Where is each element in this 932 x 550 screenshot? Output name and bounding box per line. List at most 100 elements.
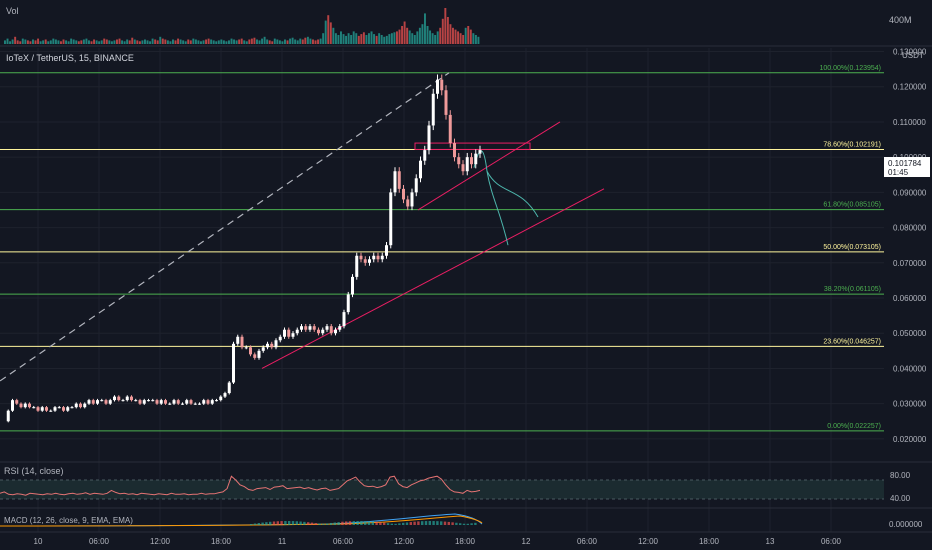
candle-body xyxy=(168,403,172,405)
candle-body xyxy=(478,150,482,154)
projection-path-side[interactable] xyxy=(486,171,539,218)
candle-body xyxy=(291,333,295,337)
volume-bar xyxy=(396,31,398,44)
volume-bar xyxy=(110,41,113,44)
candle-body xyxy=(185,400,189,404)
macd-hist-bar xyxy=(307,522,310,525)
volume-bar xyxy=(459,33,462,44)
volume-bar xyxy=(174,40,177,44)
candle-body xyxy=(6,410,10,422)
candle-body xyxy=(300,326,303,330)
fib-level-label: 0.00%(0.022257) xyxy=(827,423,881,430)
macd-hist-bar xyxy=(451,522,454,525)
target-rectangle[interactable] xyxy=(414,142,531,150)
macd-hist-bar xyxy=(322,523,325,525)
lower-trendline[interactable] xyxy=(261,188,605,369)
price-tick-label: 0.130000 xyxy=(893,48,927,57)
macd-hist-bar xyxy=(280,521,283,525)
candle-body xyxy=(325,326,329,330)
volume-bar xyxy=(362,32,365,44)
price-pane[interactable]: IoTeX / TetherUS, 15, BINANCE USDT 100.0… xyxy=(0,48,930,532)
volume-bar xyxy=(444,8,447,44)
volume-bar xyxy=(268,40,271,44)
macd-hist-bar xyxy=(383,522,386,525)
time-axis[interactable]: 10 06:00 12:00 18:00 11 06:00 12:00 18:00 12 06:0… xyxy=(34,537,842,546)
macd-hist-bar xyxy=(394,523,397,525)
candle-body xyxy=(410,192,414,207)
volume-bar xyxy=(154,39,157,44)
candle-body xyxy=(91,400,95,404)
volume-bar xyxy=(60,41,62,44)
volume-bar xyxy=(100,40,103,44)
volume-bar xyxy=(258,40,261,44)
candle-body xyxy=(57,407,61,409)
candle-body xyxy=(198,403,201,405)
candle-body xyxy=(23,403,27,408)
candle-body xyxy=(414,178,418,193)
macd-pane[interactable]: MACD (12, 26, close, 9, EMA, EMA) 0.0000… xyxy=(0,513,923,529)
candlesticks xyxy=(6,74,482,423)
volume-bar xyxy=(322,33,325,44)
candle-body xyxy=(342,312,346,327)
macd-hist-bar xyxy=(413,521,416,525)
time-tick-label: 13 xyxy=(766,537,775,546)
candle-body xyxy=(355,255,359,277)
candle-body xyxy=(219,396,223,401)
volume-bar xyxy=(418,27,421,44)
volume-bar xyxy=(194,39,197,44)
rsi-tick-40: 40.00 xyxy=(890,494,911,503)
volume-bar xyxy=(21,38,24,44)
candle-body xyxy=(232,343,235,383)
candle-body xyxy=(96,400,99,404)
volume-bar xyxy=(243,40,246,44)
macd-hist-bar xyxy=(272,521,276,525)
fib-trend-dashed-line[interactable] xyxy=(0,72,450,382)
volume-bar xyxy=(360,34,363,44)
volume-bar xyxy=(128,40,131,44)
volume-bar xyxy=(47,41,50,44)
volume-bar xyxy=(90,41,93,44)
time-tick-label: 12:00 xyxy=(150,537,171,546)
candle-body xyxy=(53,407,57,411)
candle-body xyxy=(274,340,278,348)
time-tick-label: 12 xyxy=(522,537,531,546)
volume-bar xyxy=(187,39,190,44)
volume-bar xyxy=(228,40,230,44)
volume-bar xyxy=(314,40,317,44)
macd-hist-bar xyxy=(371,521,374,525)
time-tick-label: 10 xyxy=(34,537,43,546)
price-axis[interactable]: 0.1300000.1200000.1100000.1000000.090000… xyxy=(893,48,927,444)
candle-body xyxy=(147,400,150,402)
volume-bar xyxy=(317,39,320,44)
volume-bar xyxy=(169,41,172,44)
candle-body xyxy=(181,403,184,405)
fibonacci-retracement[interactable]: 100.00%(0.123954) 78.60%(0.102191) 61.80%(… xyxy=(0,65,884,432)
volume-bar xyxy=(378,33,381,44)
macd-hist-bar xyxy=(409,522,412,525)
upper-trendline[interactable] xyxy=(417,121,561,211)
volume-bar xyxy=(57,40,60,44)
volume-bar xyxy=(105,39,108,44)
volume-bar xyxy=(296,40,299,44)
currency-label: USDT xyxy=(902,51,924,60)
candle-body xyxy=(49,410,53,412)
candle-body xyxy=(474,153,478,165)
macd-hist-bar xyxy=(379,522,382,525)
candle-body xyxy=(363,259,367,263)
drawing-tools[interactable] xyxy=(0,72,605,382)
candle-body xyxy=(359,255,363,260)
macd-hist-bar xyxy=(253,523,257,525)
macd-hist-bar xyxy=(462,523,466,525)
volume-bar xyxy=(177,38,180,44)
volume-bar xyxy=(416,31,419,44)
volume-bar xyxy=(276,39,279,44)
volume-bar xyxy=(350,35,353,44)
volume-bar xyxy=(424,13,426,44)
fib-level-label: 23.60%(0.046257) xyxy=(823,338,881,345)
volume-bar xyxy=(131,37,134,44)
volume-bar xyxy=(393,32,396,44)
candle-body xyxy=(385,245,388,256)
candle-body xyxy=(249,347,252,355)
rsi-pane[interactable]: RSI (14, close) 80.00 40.00 xyxy=(0,466,911,503)
